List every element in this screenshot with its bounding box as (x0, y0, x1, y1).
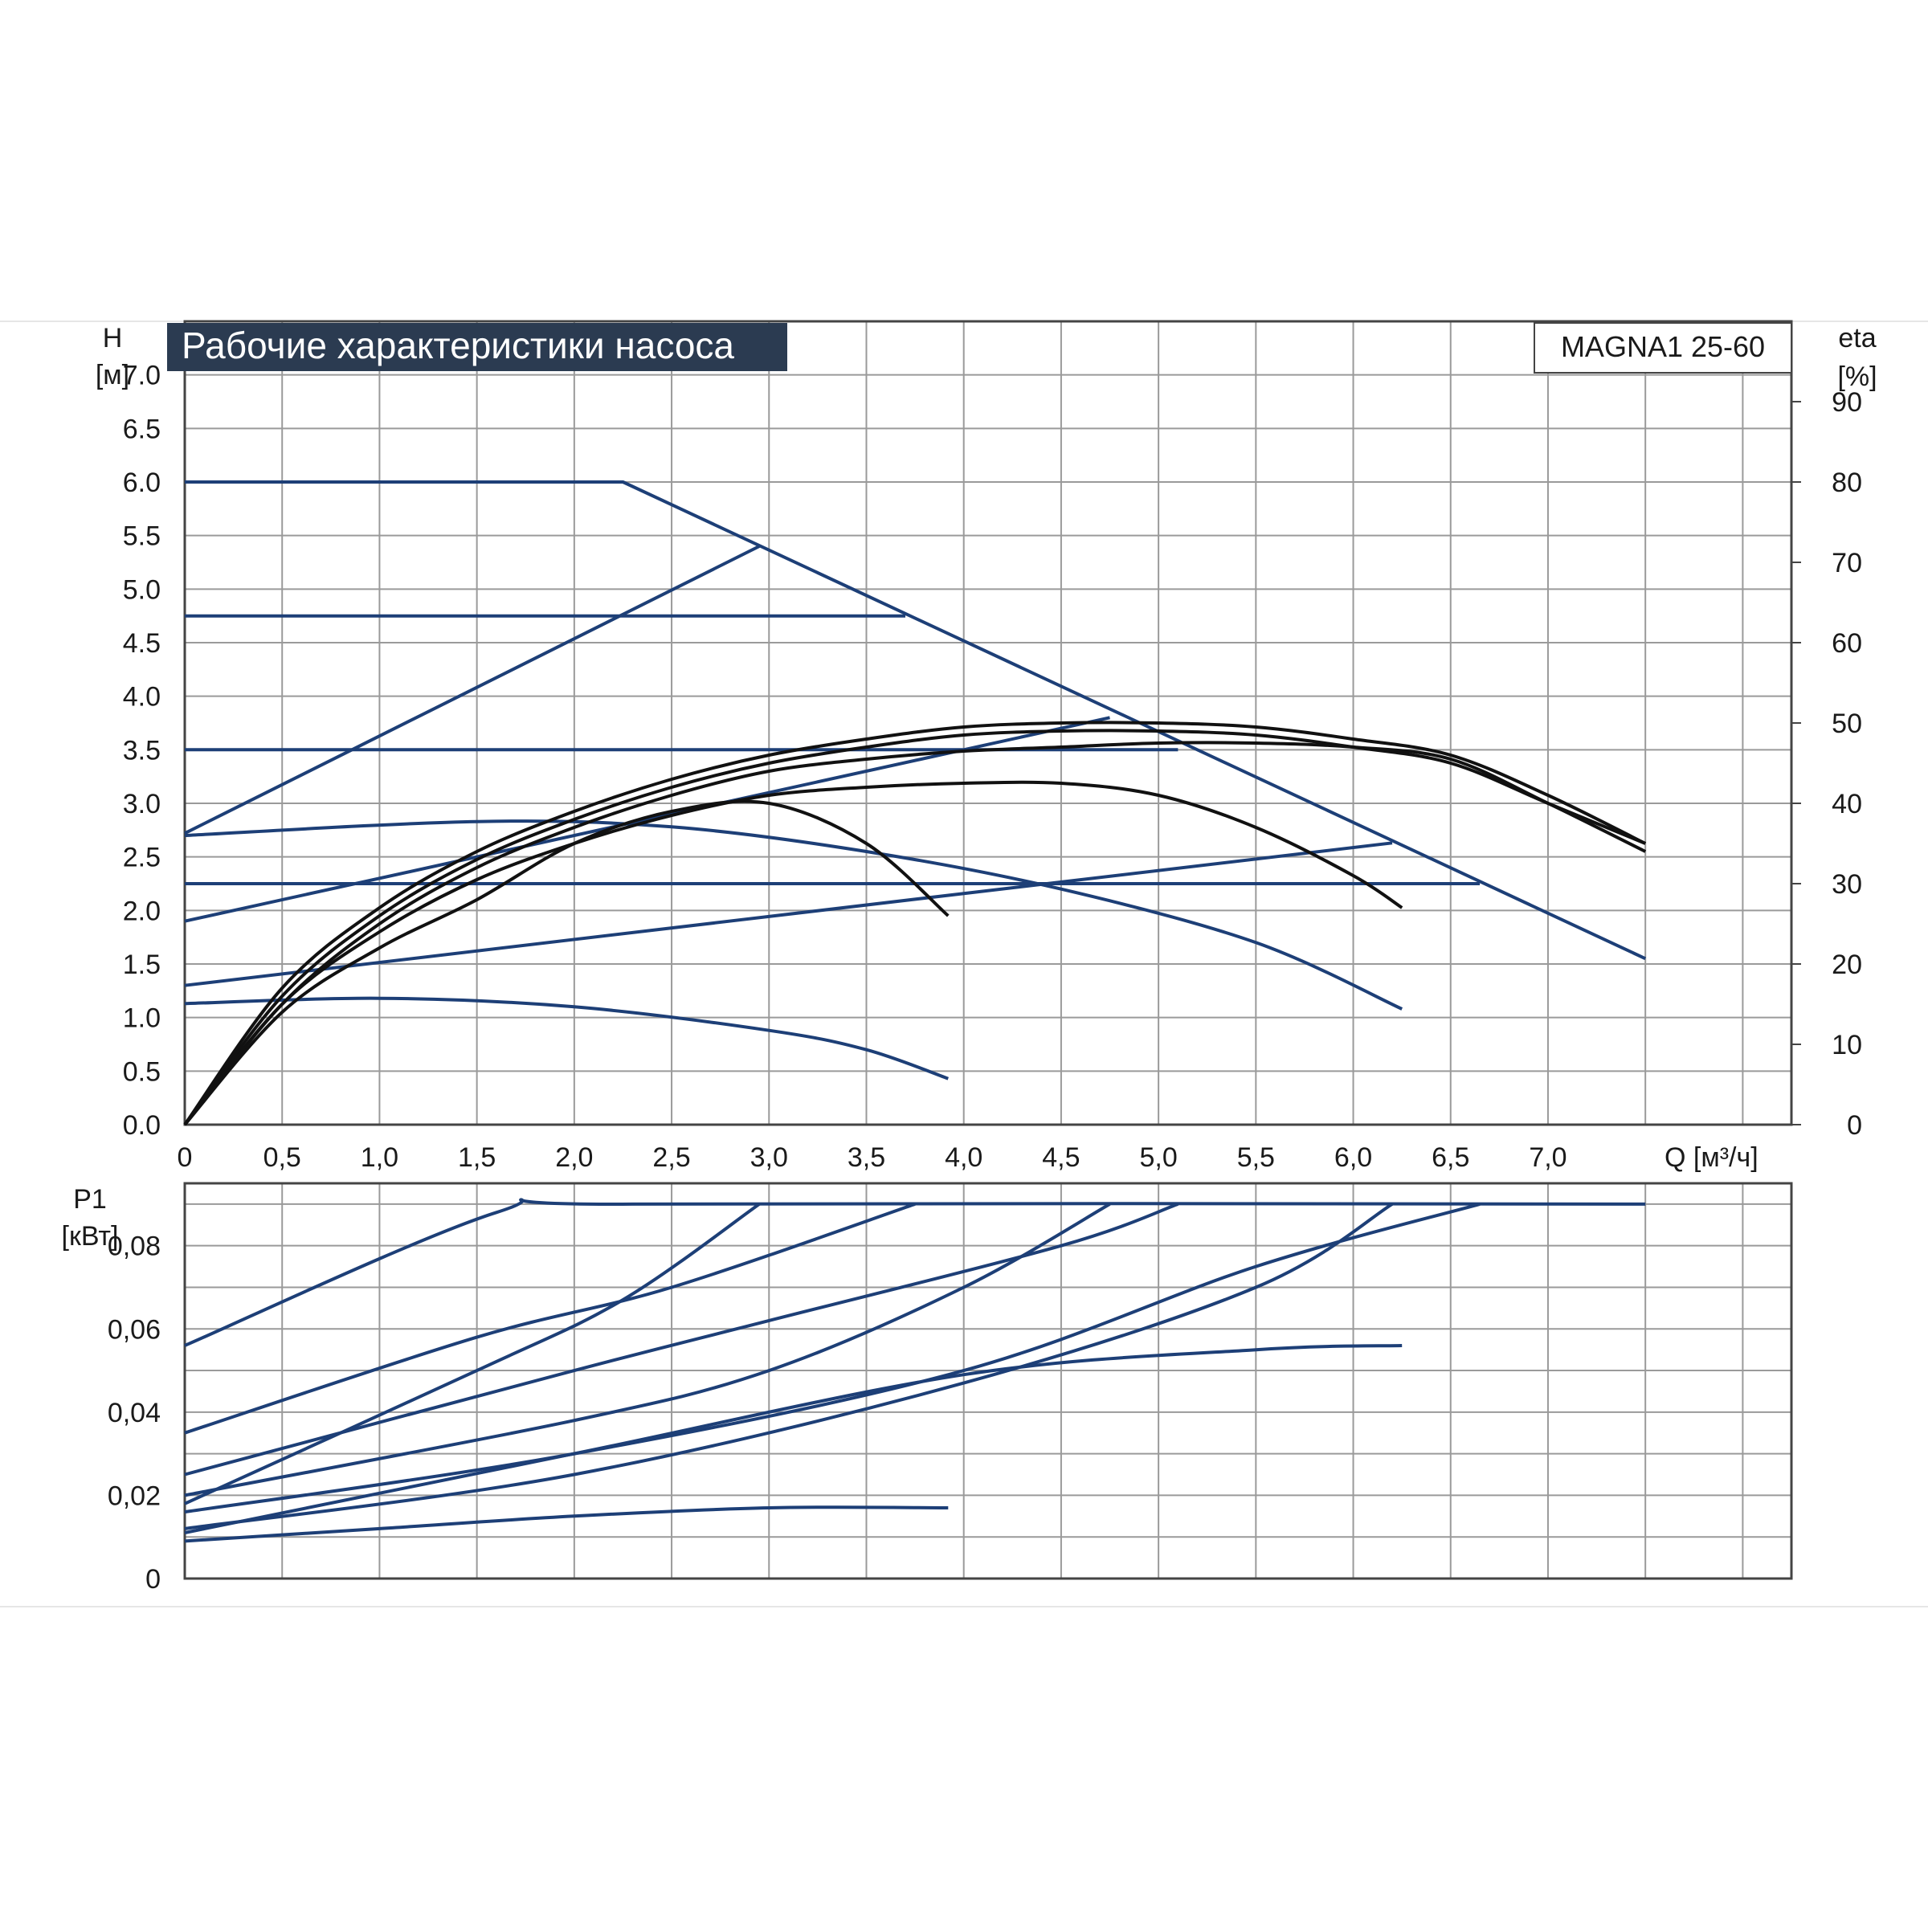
x-tick-label: 0,5 (263, 1142, 301, 1173)
power-chart-series (184, 1198, 1646, 1543)
x-tick-label: 6,0 (1334, 1142, 1372, 1173)
x-tick-label: 3,0 (750, 1142, 788, 1173)
power-tick-label: 0,02 (108, 1481, 161, 1511)
head-tick-label: 6.0 (123, 468, 161, 498)
head-curve (184, 841, 1393, 987)
head-chart-series (183, 480, 1647, 1126)
power-tick-label: 0 (145, 1564, 161, 1595)
head-tick-label: 5.0 (123, 574, 161, 605)
efficiency-tick-label: 50 (1832, 709, 1862, 739)
power-chart-tick-labels: 0 0,02 0,04 0,06 0,08 (108, 1231, 161, 1595)
efficiency-tick-label: 30 (1832, 869, 1862, 900)
power-curve (184, 1344, 1403, 1534)
efficiency-tick-label: 90 (1832, 387, 1862, 418)
head-tick-label: 1.5 (123, 950, 161, 980)
x-tick-label: 5,5 (1237, 1142, 1275, 1173)
head-tick-label: 3.0 (123, 789, 161, 819)
head-tick-label: 1.0 (123, 1003, 161, 1034)
head-tick-label: 4.5 (123, 628, 161, 659)
power-axis-unit: [кВт] (62, 1221, 119, 1252)
efficiency-curve (183, 799, 950, 1126)
power-curve (184, 1203, 1394, 1530)
efficiency-curve (183, 729, 1646, 1126)
x-tick-label: 4,5 (1042, 1142, 1080, 1173)
head-tick-label: 2.0 (123, 896, 161, 926)
head-tick-label: 5.5 (123, 521, 161, 552)
head-tick-label: 3.5 (123, 735, 161, 766)
head-curve (184, 819, 1403, 1011)
efficiency-tick-label: 70 (1832, 548, 1862, 578)
power-curve (184, 1505, 949, 1543)
x-tick-label: 0 (178, 1142, 193, 1173)
power-curve (184, 1203, 1111, 1497)
power-curve (184, 1203, 916, 1435)
head-tick-label: 0.5 (123, 1056, 161, 1087)
power-curve (184, 1203, 761, 1505)
efficiency-tick-label: 80 (1832, 468, 1862, 498)
chart-title-background (167, 323, 787, 371)
x-tick-label: 5,0 (1139, 1142, 1177, 1173)
efficiency-axis-unit: [%] (1837, 361, 1877, 392)
x-tick-label: 1,5 (458, 1142, 496, 1173)
power-axis-label: P1 (73, 1184, 107, 1215)
power-tick-label: 0,08 (108, 1231, 161, 1262)
x-tick-label: 1,0 (361, 1142, 398, 1173)
power-chart-frame (183, 1182, 1793, 1580)
efficiency-curve (183, 780, 1403, 1126)
head-axis-label: H (103, 323, 123, 353)
power-curve (184, 1198, 1646, 1347)
flow-axis-label: Q [м³/ч] (1665, 1142, 1758, 1173)
x-tick-label: 4,0 (945, 1142, 982, 1173)
chart-title: Рабочие характеристики насоса (182, 325, 734, 366)
x-tick-label: 6,5 (1432, 1142, 1469, 1173)
efficiency-curve (183, 721, 1647, 1126)
head-chart-grid (185, 321, 1791, 1125)
head-tick-label: 4.0 (123, 682, 161, 713)
efficiency-curve (183, 741, 1647, 1126)
head-tick-label: 2.5 (123, 843, 161, 873)
head-tick-label: 7.0 (123, 361, 161, 391)
power-tick-label: 0,06 (108, 1314, 161, 1345)
power-curve (184, 1203, 1179, 1477)
head-tick-label: 6.5 (123, 414, 161, 444)
efficiency-tick-label: 40 (1832, 789, 1862, 819)
model-label-box (1534, 322, 1792, 374)
efficiency-tick-label: 60 (1832, 628, 1862, 659)
head-curve (184, 996, 949, 1080)
x-tick-label: 7,0 (1529, 1142, 1566, 1173)
head-curve (185, 480, 1647, 961)
efficiency-tick-label: 20 (1832, 950, 1862, 980)
efficiency-tick-label: 0 (1847, 1110, 1862, 1141)
power-tick-label: 0,04 (108, 1398, 161, 1428)
head-chart-tick-labels: 0 0,5 1,0 1,5 2,0 2,5 3,0 3,5 4,0 4,5 5,0 5,5 6,0 6,5… (123, 361, 1862, 1173)
x-tick-label: 3,5 (848, 1142, 885, 1173)
x-tick-label: 2,5 (652, 1142, 690, 1173)
efficiency-axis-label: eta (1838, 323, 1876, 353)
head-tick-label: 0.0 (123, 1110, 161, 1141)
efficiency-tick-label: 10 (1832, 1030, 1862, 1060)
model-label: MAGNA1 25-60 (1561, 330, 1765, 363)
x-tick-label: 2,0 (555, 1142, 593, 1173)
head-curve (184, 545, 761, 835)
head-axis-unit: [м] (96, 360, 129, 390)
